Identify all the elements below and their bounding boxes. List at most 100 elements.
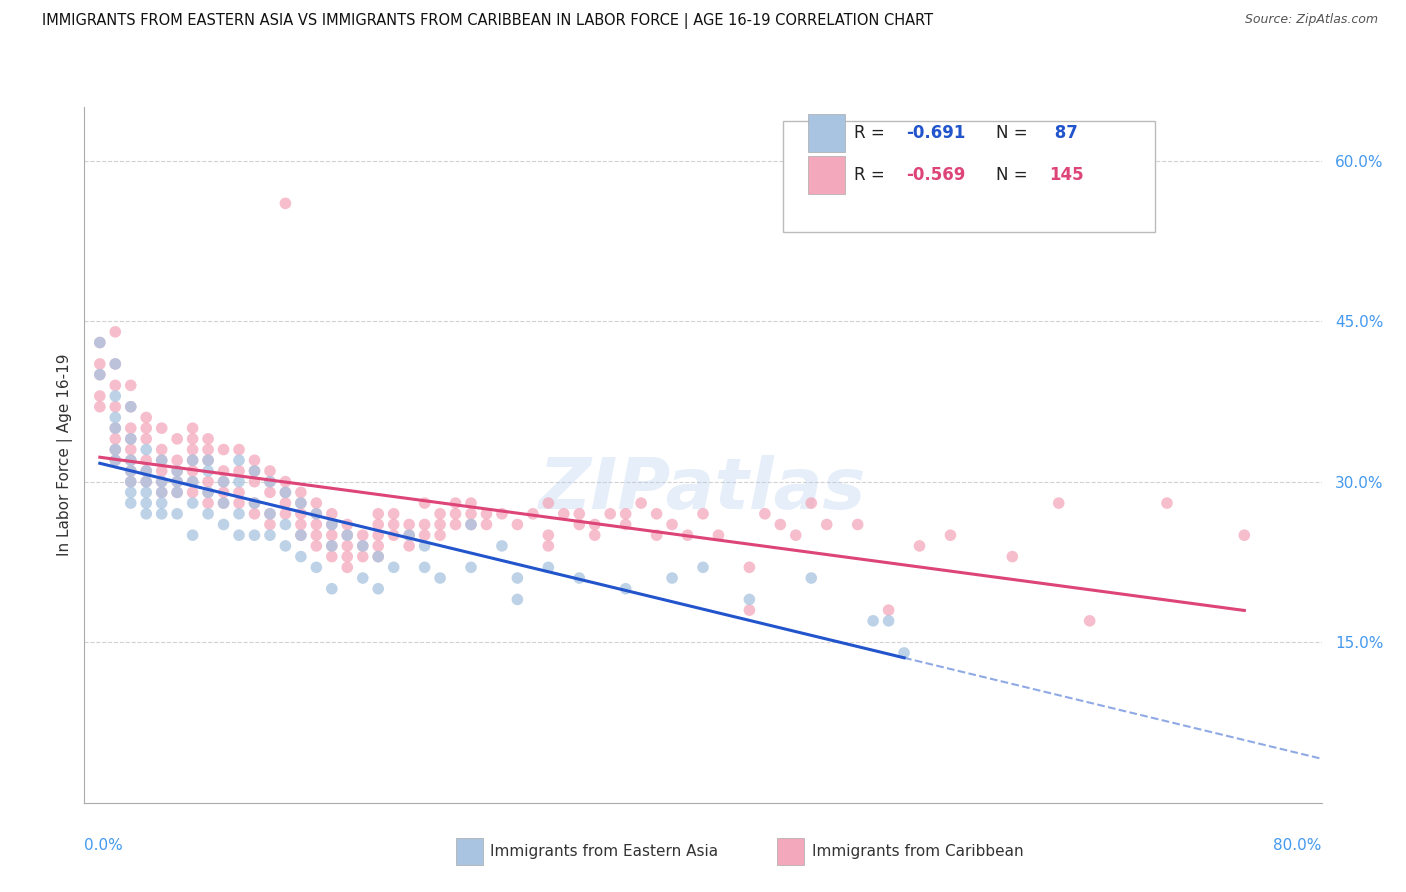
Point bbox=[367, 517, 389, 532]
Point bbox=[212, 475, 235, 489]
Point bbox=[150, 475, 173, 489]
Point bbox=[181, 432, 204, 446]
Point bbox=[135, 410, 157, 425]
Point bbox=[104, 421, 127, 435]
Point bbox=[135, 432, 157, 446]
Point bbox=[212, 475, 235, 489]
Point bbox=[290, 528, 312, 542]
Point bbox=[352, 539, 374, 553]
Point bbox=[89, 335, 111, 350]
Text: ZIPatlas: ZIPatlas bbox=[540, 455, 866, 524]
Point bbox=[104, 325, 127, 339]
Point bbox=[89, 400, 111, 414]
Point bbox=[104, 453, 127, 467]
Point bbox=[429, 517, 451, 532]
Point bbox=[367, 549, 389, 564]
Point bbox=[1156, 496, 1178, 510]
Point bbox=[537, 496, 560, 510]
Point bbox=[522, 507, 544, 521]
Point bbox=[506, 592, 529, 607]
Point bbox=[336, 528, 359, 542]
Point bbox=[398, 539, 420, 553]
Point bbox=[321, 517, 343, 532]
Point bbox=[290, 496, 312, 510]
Point bbox=[1047, 496, 1070, 510]
Point bbox=[166, 507, 188, 521]
Point bbox=[150, 507, 173, 521]
Point bbox=[228, 528, 250, 542]
Point bbox=[259, 485, 281, 500]
Point bbox=[274, 485, 297, 500]
Point bbox=[135, 453, 157, 467]
Point bbox=[150, 453, 173, 467]
Point bbox=[89, 368, 111, 382]
Point bbox=[305, 517, 328, 532]
Point bbox=[135, 475, 157, 489]
Point bbox=[305, 496, 328, 510]
Point bbox=[120, 453, 142, 467]
Point bbox=[367, 539, 389, 553]
Point bbox=[444, 507, 467, 521]
Point bbox=[506, 517, 529, 532]
Point bbox=[228, 464, 250, 478]
Point bbox=[135, 507, 157, 521]
Point bbox=[228, 507, 250, 521]
Point bbox=[150, 475, 173, 489]
Point bbox=[197, 485, 219, 500]
Point bbox=[382, 528, 405, 542]
Point bbox=[181, 475, 204, 489]
Point bbox=[367, 528, 389, 542]
Point bbox=[120, 432, 142, 446]
Point bbox=[367, 507, 389, 521]
Point bbox=[305, 539, 328, 553]
Point bbox=[398, 528, 420, 542]
Point bbox=[228, 442, 250, 457]
Text: IMMIGRANTS FROM EASTERN ASIA VS IMMIGRANTS FROM CARIBBEAN IN LABOR FORCE | AGE 1: IMMIGRANTS FROM EASTERN ASIA VS IMMIGRAN… bbox=[42, 13, 934, 29]
Point bbox=[352, 539, 374, 553]
Point bbox=[321, 539, 343, 553]
Point bbox=[120, 475, 142, 489]
Point bbox=[135, 464, 157, 478]
Point bbox=[166, 432, 188, 446]
Point bbox=[367, 582, 389, 596]
Point bbox=[104, 442, 127, 457]
Point bbox=[413, 528, 436, 542]
Point bbox=[259, 507, 281, 521]
Text: R =: R = bbox=[853, 124, 890, 142]
Point bbox=[661, 517, 683, 532]
Point bbox=[212, 485, 235, 500]
Point bbox=[259, 528, 281, 542]
Point bbox=[336, 528, 359, 542]
Point bbox=[491, 507, 513, 521]
Point bbox=[614, 582, 637, 596]
Point bbox=[212, 517, 235, 532]
Point bbox=[243, 475, 266, 489]
Point bbox=[676, 528, 699, 542]
Point bbox=[120, 400, 142, 414]
Point bbox=[599, 507, 621, 521]
Point bbox=[444, 517, 467, 532]
Point bbox=[336, 539, 359, 553]
Point bbox=[181, 421, 204, 435]
Point bbox=[104, 442, 127, 457]
Point bbox=[243, 528, 266, 542]
Point bbox=[150, 453, 173, 467]
Point bbox=[754, 507, 776, 521]
Point bbox=[120, 475, 142, 489]
Point bbox=[321, 507, 343, 521]
Point bbox=[893, 646, 915, 660]
Point bbox=[429, 571, 451, 585]
Point bbox=[274, 496, 297, 510]
Point bbox=[197, 485, 219, 500]
Point bbox=[336, 549, 359, 564]
Point bbox=[181, 485, 204, 500]
Point bbox=[583, 517, 606, 532]
Point bbox=[290, 517, 312, 532]
Point bbox=[120, 400, 142, 414]
Bar bbox=[778, 838, 804, 865]
Point bbox=[692, 507, 714, 521]
Point bbox=[614, 507, 637, 521]
Point bbox=[321, 517, 343, 532]
Point bbox=[568, 571, 591, 585]
Point bbox=[259, 464, 281, 478]
